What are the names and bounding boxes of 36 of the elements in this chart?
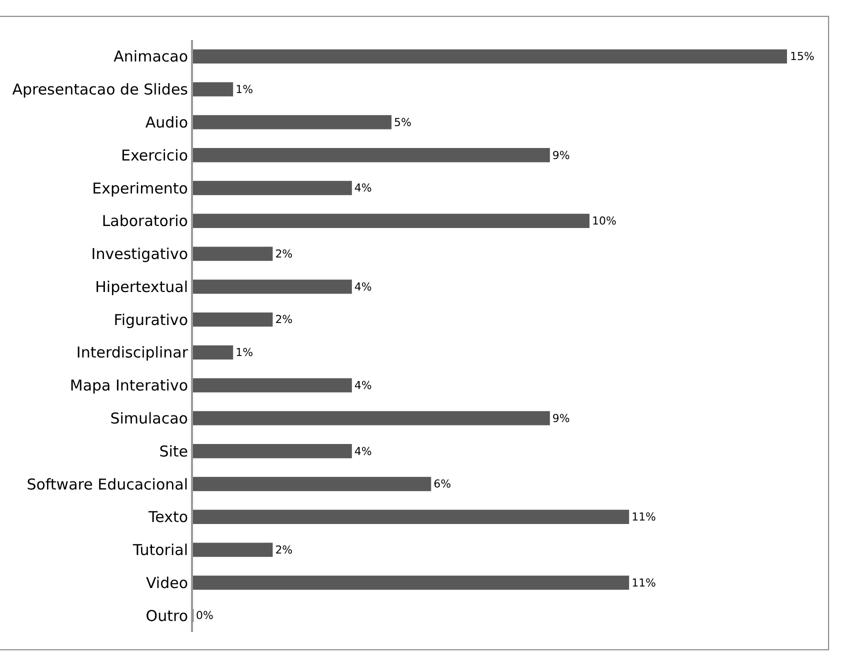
data-label: 1% — [236, 82, 253, 96]
y-tick-label: Animacao — [114, 48, 188, 66]
y-tick-label: Tutorial — [132, 541, 188, 560]
data-label: 9% — [552, 148, 570, 162]
data-label: 2% — [275, 313, 293, 326]
y-tick-label: Investigativo — [91, 245, 188, 264]
y-tick-label: Site — [159, 442, 188, 460]
data-label: 4% — [354, 444, 372, 458]
data-label: 9% — [552, 412, 570, 425]
data-label: 1% — [236, 346, 253, 360]
data-label: 4% — [354, 378, 372, 392]
y-tick-label: Figurativo — [114, 310, 188, 329]
data-label: 0% — [196, 609, 214, 622]
data-label: 4% — [354, 182, 372, 195]
data-label: 5% — [394, 116, 412, 129]
y-tick-label: Hipertextual — [95, 278, 188, 296]
y-tick-label: Video — [146, 574, 188, 592]
y-tick-label: Software Educacional — [26, 475, 188, 494]
data-label: 11% — [632, 510, 656, 524]
y-tick-label: Simulacao — [110, 409, 188, 428]
y-tick-label: Mapa Interativo — [70, 376, 188, 395]
y-tick-label: Outro — [146, 606, 188, 625]
y-tick-label: Apresentacao de Slides — [12, 80, 188, 99]
data-label: 11% — [632, 576, 656, 590]
y-tick-label: Exercicio — [121, 146, 188, 164]
y-tick-label: Texto — [147, 508, 188, 526]
y-tick-label: Audio — [145, 113, 188, 132]
data-label: 15% — [790, 50, 814, 64]
data-label: 10% — [592, 214, 616, 228]
data-label: 6% — [434, 478, 451, 491]
y-tick-label: Interdisciplinar — [76, 344, 189, 362]
data-label: 2% — [275, 247, 293, 260]
data-label: 2% — [275, 543, 293, 556]
y-tick-label: Laboratorio — [102, 212, 188, 230]
data-label: 4% — [354, 280, 372, 294]
y-tick-label: Experimento — [92, 179, 188, 198]
